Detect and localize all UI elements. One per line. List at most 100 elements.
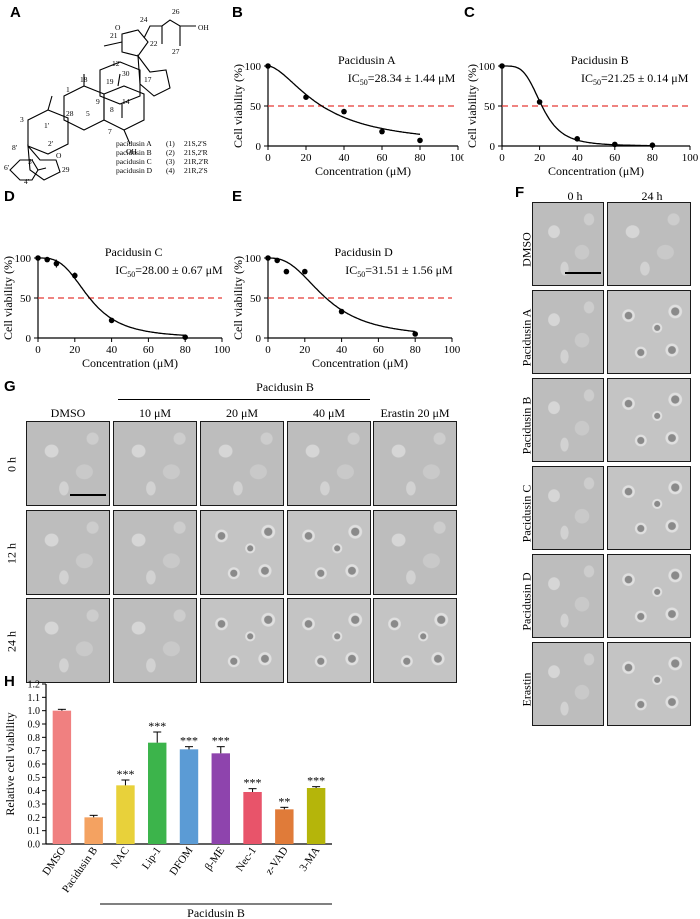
compound-config: 21R,2'R: [184, 157, 208, 166]
x-tick-label: 3-MA: [297, 845, 322, 874]
x-tick-label: 40: [572, 152, 584, 164]
data-point: [499, 63, 505, 69]
compound-number: (4): [166, 166, 175, 175]
chart-title: Pacidusin D: [335, 245, 394, 259]
bar-chart-relative-viability: 0.0 0.1 0.2 0.3 0.4 0.5 0.6 0.7 0.8 0.9 1.0 1.1 1.2 R…: [3, 680, 332, 919]
data-point: [612, 141, 618, 148]
compound-number: (1): [166, 139, 175, 148]
y-tick-label: 50: [250, 101, 262, 113]
micrograph: [113, 510, 197, 595]
micrograph: [200, 421, 284, 506]
micrograph: [607, 202, 691, 286]
atom-label: 4': [24, 177, 30, 185]
chart-title: Pacidusin C: [105, 245, 163, 259]
compound-name: pacidusin B: [116, 148, 152, 157]
x-tick-label: 20: [69, 344, 81, 356]
micrograph: [607, 642, 691, 726]
scale-bar: [70, 494, 106, 496]
data-point: [182, 334, 188, 340]
panel-g-row-label: 24 h: [4, 631, 19, 652]
compound-config: 21R,2'S: [184, 166, 208, 175]
x-tick-label: 100: [444, 344, 461, 356]
y-tick-label: 1.0: [28, 706, 41, 717]
micrograph: [26, 421, 110, 506]
micrograph: [607, 290, 691, 374]
x-axis-label: Concentration (μM): [82, 356, 178, 370]
y-tick-label: 0.3: [28, 800, 41, 811]
y-tick-label: 50: [484, 101, 496, 113]
panel-label-d: D: [4, 188, 15, 205]
x-tick-label: 60: [609, 152, 621, 164]
y-axis-label: Cell viability (%): [465, 64, 479, 148]
y-axis-label: Cell viability (%): [1, 256, 15, 340]
bar: [275, 809, 294, 844]
data-point: [574, 136, 580, 142]
panel-g-group-line: [118, 399, 370, 400]
micrograph: [287, 421, 371, 506]
panel-label-h: H: [4, 673, 15, 690]
x-tick-label: 60: [377, 152, 389, 164]
micrograph: [26, 510, 110, 595]
y-tick-label: 0.2: [28, 813, 41, 824]
compound-config: 21S,2'R: [184, 148, 208, 157]
data-point: [379, 128, 385, 135]
compound-name: pacidusin C: [116, 157, 152, 166]
y-axis-label: Cell viability (%): [231, 256, 245, 340]
data-point: [72, 272, 78, 279]
x-tick-label: 0: [265, 344, 271, 356]
dose-response-chart-pacidusin-c: 0 20 40 60 80 100 0 50 100 Concentration (μM) Cell…: [1, 245, 231, 370]
data-point: [338, 308, 345, 315]
atom-label: 18: [80, 75, 88, 84]
data-point: [108, 317, 115, 324]
significance-marker: **: [278, 794, 290, 808]
bar: [148, 742, 167, 844]
micrograph: [607, 378, 691, 462]
x-tick-label: 40: [336, 344, 348, 356]
micrograph: [373, 421, 457, 506]
data-point: [536, 99, 543, 105]
panel-label-g: G: [4, 378, 16, 395]
micrograph: [607, 554, 691, 638]
y-tick-label: 0.5: [28, 773, 41, 784]
x-tick-label: 100: [450, 152, 464, 164]
compound-name: pacidusin A: [116, 139, 152, 148]
x-tick-label: 60: [373, 344, 385, 356]
y-tick-label: 0.8: [28, 733, 41, 744]
x-tick-label: 20: [299, 344, 311, 356]
atom-label: 5: [86, 109, 90, 118]
fit-curve: [267, 65, 421, 135]
x-tick-label: 80: [180, 344, 192, 356]
x-tick-label: 0: [499, 152, 505, 164]
micrograph: [607, 466, 691, 550]
atom-label: 17: [144, 75, 152, 84]
micrograph: [113, 421, 197, 506]
y-tick-label: 1.2: [28, 680, 41, 691]
data-point: [44, 256, 50, 263]
atom-label: 8': [12, 143, 18, 152]
significance-marker: ***: [148, 719, 166, 733]
micrograph: [200, 510, 284, 595]
significance-marker: ***: [116, 767, 134, 781]
atom-label: OH: [198, 23, 209, 32]
x-tick-label: 80: [415, 152, 427, 164]
micrograph: [200, 598, 284, 683]
y-tick-label: 50: [20, 293, 32, 305]
dose-response-chart-pacidusin-b: 0 20 40 60 80 100 0 50 100 Concentration (μM) Cell…: [465, 53, 699, 178]
micrograph: [532, 466, 604, 550]
data-point: [265, 63, 271, 69]
group-label: Pacidusin B: [187, 906, 245, 919]
dose-response-chart-pacidusin-a: 0 20 40 60 80 100 0 50 100 Concentration (μM) Cell…: [231, 53, 464, 178]
atom-label: 14: [122, 97, 130, 106]
micrograph: [532, 642, 604, 726]
y-tick-label: 0: [256, 333, 262, 345]
atom-label: 1': [44, 121, 50, 130]
panel-g-col-label: Erastin 20 μM: [380, 406, 450, 420]
atom-label: 24: [140, 15, 148, 24]
y-tick-label: 100: [15, 253, 32, 265]
panel-g-col-label: DMSO: [50, 406, 86, 420]
significance-marker: ***: [307, 774, 325, 788]
x-tick-label: 100: [214, 344, 231, 356]
x-tick-label: DFOM: [167, 845, 195, 878]
data-point: [649, 142, 656, 148]
y-tick-label: 0.7: [28, 746, 41, 757]
